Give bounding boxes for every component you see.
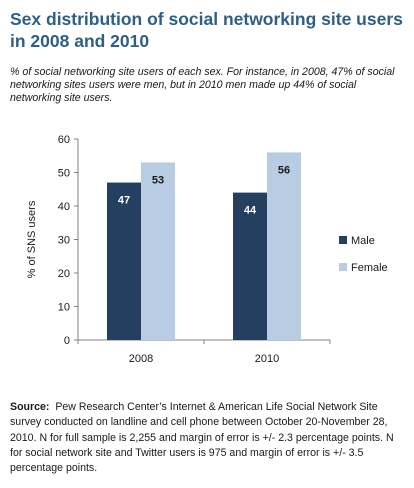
data-label: 56 — [278, 164, 290, 176]
legend-swatch-male — [339, 236, 347, 244]
bar-female-2010 — [267, 152, 301, 340]
y-tick-label: 30 — [58, 235, 70, 247]
bar-chart: 0 10 20 30 40 50 60 47 53 2008 44 56 2010 % of SNS us… — [26, 134, 388, 365]
source-text: Pew Research Center’s Internet & America… — [10, 401, 394, 475]
y-tick-label: 40 — [58, 201, 70, 213]
bar-male-2010 — [233, 192, 267, 340]
y-tick-label: 10 — [58, 302, 70, 314]
y-tick-label: 0 — [64, 335, 70, 347]
source-note: Source: Pew Research Center’s Internet &… — [10, 400, 408, 476]
legend-label-female: Female — [351, 262, 388, 274]
bar-male-2008 — [107, 182, 141, 340]
bar-female-2008 — [141, 162, 175, 340]
chart-subtitle: % of social networking site users of eac… — [10, 66, 395, 104]
y-tick-label: 60 — [58, 134, 70, 146]
data-label: 53 — [152, 174, 164, 186]
chart-title: Sex distribution of social networking si… — [10, 9, 403, 51]
legend-label-male: Male — [351, 235, 375, 247]
source-label: Source: — [10, 401, 50, 413]
x-tick-label: 2008 — [129, 353, 153, 365]
y-tick-label: 20 — [58, 268, 70, 280]
y-tick-label: 50 — [58, 168, 70, 180]
y-axis-label: % of SNS users — [26, 200, 38, 278]
data-label: 44 — [244, 205, 257, 217]
x-tick-label: 2010 — [255, 353, 279, 365]
data-label: 47 — [118, 195, 130, 207]
legend-swatch-female — [339, 263, 347, 271]
